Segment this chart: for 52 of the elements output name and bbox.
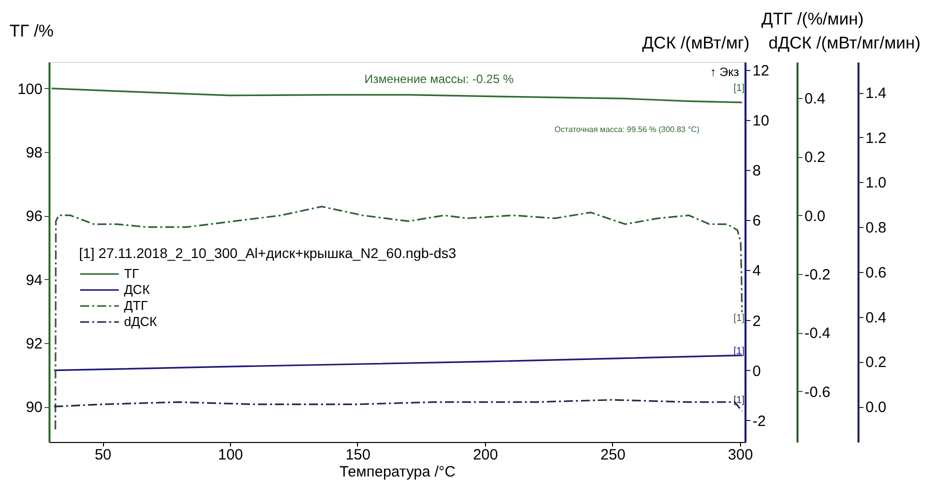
y2-tick-label: 8 [752,162,761,180]
y2-tick-label: 10 [752,112,770,130]
legend-label: dДСК [124,314,158,329]
y-axis-title: dДСК /(мВт/мг/мин) [768,34,921,52]
y3-tick-label: -0.2 [804,266,830,284]
annotation: [1] [733,395,745,406]
annotation: Изменение массы: -0.25 % [364,72,514,86]
x-tick-label: 250 [600,446,626,464]
x-tick-label: 50 [94,446,112,464]
y-tick-label: 90 [26,399,42,416]
legend-label: ТГ [124,266,139,281]
y-tick-label: 96 [26,208,42,226]
y2-tick-label: 2 [752,312,761,330]
x-tick-label: 300 [728,446,753,464]
legend-label: ДТГ [124,298,148,313]
y-tick-label: 0.8 [866,220,886,237]
annotation: Остаточная масса: 99.56 % (300.83 °C) [554,125,700,134]
y3-tick-label: 0.0 [804,208,826,225]
y3-tick-label: -0.6 [804,384,830,401]
y2-tick-label: 6 [752,212,761,230]
y2-axis-title: ДСК /(мВт/мг) [642,34,750,52]
y-tick-label: 1.2 [866,130,886,147]
x-tick-label: 150 [345,446,370,464]
legend-label: ДСК [124,282,150,297]
y2-tick-label: 4 [752,262,761,280]
annotation: ↑ Экз [710,65,740,79]
y3-tick-label: 0.4 [804,90,826,108]
x-tick-label: 200 [472,446,498,464]
line-series [53,354,743,372]
y-tick-label: 1.4 [866,85,886,102]
y3-tick-label: -0.4 [804,325,830,342]
y3-axis-title: ДТГ /(%/мин) [761,10,864,28]
y-tick-label: 0.6 [866,264,886,282]
annotation: [1] [733,83,745,94]
y3-tick-label: 0.2 [804,149,826,166]
y-tick-label: 1.0 [866,174,886,192]
y-tick-label: 100 [17,80,42,98]
x-axis-title: Температура /°C [339,464,456,480]
y-tick-label: 92 [26,336,42,353]
y-tick-label: 0.0 [866,399,886,416]
y2-tick-label: -2 [752,412,766,430]
legend-title: [1] 27.11.2018_2_10_300_Al+диск+крышка_N2_60.ngb-ds3 [79,245,456,261]
y2-tick-label: 12 [752,62,770,80]
x-tick-label: 100 [218,446,244,464]
y2-tick-label: 0 [752,362,761,380]
y-axis-title: ТГ /% [10,22,54,40]
y-tick-label: 94 [26,272,42,289]
y-tick-label: 0.4 [866,309,886,326]
y-tick-label: 0.2 [866,354,886,372]
line-series [54,206,743,430]
y-tick-label: 98 [26,144,42,162]
annotation: [1] [733,313,745,324]
